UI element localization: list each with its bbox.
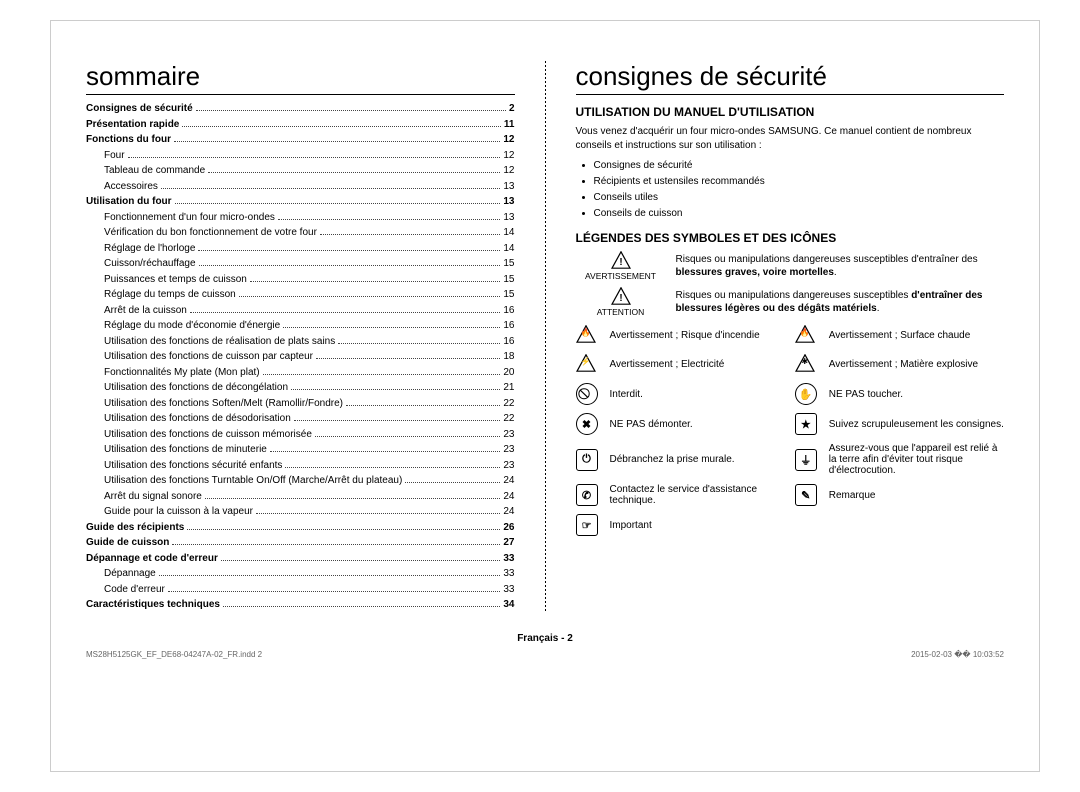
- warning-triangle-icon: !: [611, 251, 631, 269]
- toc-entry: Utilisation du four13: [86, 194, 515, 210]
- toc-entry: Utilisation des fonctions de cuisson par…: [86, 349, 515, 365]
- intro-bullet: Consignes de sécurité: [594, 159, 1005, 173]
- toc-entry: Utilisation des fonctions Turntable On/O…: [86, 473, 515, 489]
- toc-entry: Guide pour la cuisson à la vapeur24: [86, 504, 515, 520]
- warn2-c: .: [877, 303, 880, 314]
- legend-icon: ⏚: [795, 449, 817, 471]
- toc-entry: Caractéristiques techniques34: [86, 597, 515, 613]
- icon-description: Contactez le service d'assistance techni…: [610, 484, 785, 506]
- intro-text: Vous venez d'acquérir un four micro-onde…: [576, 125, 1005, 221]
- icon-description: Assurez-vous que l'appareil est relié à …: [829, 443, 1004, 476]
- intro-paragraph: Vous venez d'acquérir un four micro-onde…: [576, 126, 972, 151]
- toc-column: sommaire Consignes de sécurité2Présentat…: [86, 61, 515, 613]
- warning-attention: ! ATTENTION Risques ou manipulations dan…: [576, 287, 1005, 317]
- toc-entry: Tableau de commande12: [86, 163, 515, 179]
- toc-entry: Code d'erreur33: [86, 582, 515, 598]
- toc-entry: Utilisation des fonctions sécurité enfan…: [86, 458, 515, 474]
- legend-icon: ★: [795, 413, 817, 435]
- imprint: MS28H5125GK_EF_DE68-04247A-02_FR.indd 2 …: [86, 650, 1004, 659]
- icon-description: Remarque: [829, 490, 1004, 501]
- intro-bullet: Conseils utiles: [594, 191, 1005, 205]
- icon-description: Important: [610, 520, 785, 531]
- legend-icon: ✎: [795, 484, 817, 506]
- svg-text:!: !: [619, 293, 622, 304]
- imprint-date: 2015-02-03 �� 10:03:52: [911, 650, 1004, 659]
- warning-avertissement: ! AVERTISSEMENT Risques ou manipulations…: [576, 251, 1005, 281]
- warn1-a: Risques ou manipulations dangereuses sus…: [676, 254, 978, 265]
- toc-entry: Fonctionnalités My plate (Mon plat)20: [86, 365, 515, 381]
- toc-entry: Utilisation des fonctions de minuterie23: [86, 442, 515, 458]
- toc-entry: Puissances et temps de cuisson15: [86, 272, 515, 288]
- toc-list: Consignes de sécurité2Présentation rapid…: [86, 101, 515, 613]
- icon-description: Avertissement ; Electricité: [610, 359, 785, 370]
- legend-icon: ☞: [576, 514, 598, 536]
- icon-description: Avertissement ; Surface chaude: [829, 330, 1004, 341]
- toc-entry: Réglage de l'horloge14: [86, 241, 515, 257]
- legend-heading: LÉGENDES DES SYMBOLES ET DES ICÔNES: [576, 231, 1005, 245]
- toc-entry: Guide de cuisson27: [86, 535, 515, 551]
- manual-heading: UTILISATION DU MANUEL D'UTILISATION: [576, 105, 1005, 119]
- toc-entry: Vérification du bon fonctionnement de vo…: [86, 225, 515, 241]
- intro-bullet: Conseils de cuisson: [594, 207, 1005, 221]
- icon-legend-grid: 🔥 Avertissement ; Risque d'incendie 🔥 Avert…: [576, 325, 1005, 536]
- toc-entry: Utilisation des fonctions Soften/Melt (R…: [86, 396, 515, 412]
- icon-description: NE PAS toucher.: [829, 389, 1004, 400]
- toc-entry: Dépannage et code d'erreur33: [86, 551, 515, 567]
- toc-entry: Consignes de sécurité2: [86, 101, 515, 117]
- intro-bullets: Consignes de sécurité Récipients et usten…: [594, 159, 1005, 221]
- toc-entry: Réglage du mode d'économie d'énergie16: [86, 318, 515, 334]
- safety-column: consignes de sécurité UTILISATION DU MAN…: [576, 61, 1005, 613]
- caution-triangle-icon: !: [611, 287, 631, 305]
- imprint-file: MS28H5125GK_EF_DE68-04247A-02_FR.indd 2: [86, 650, 262, 659]
- legend-icon: 🔥: [576, 325, 600, 346]
- toc-entry: Utilisation des fonctions de désodorisat…: [86, 411, 515, 427]
- toc-entry: Accessoires13: [86, 179, 515, 195]
- legend-icon: ⚡: [576, 354, 600, 375]
- warn1-c: .: [834, 267, 837, 278]
- toc-entry: Présentation rapide11: [86, 117, 515, 133]
- toc-entry: Arrêt de la cuisson16: [86, 303, 515, 319]
- toc-entry: Four12: [86, 148, 515, 164]
- toc-entry: Fonctions du four12: [86, 132, 515, 148]
- warn2-a: Risques ou manipulations dangereuses sus…: [676, 290, 912, 301]
- intro-bullet: Récipients et ustensiles recommandés: [594, 175, 1005, 189]
- svg-text:!: !: [619, 257, 622, 268]
- toc-entry: Réglage du temps de cuisson15: [86, 287, 515, 303]
- icon-description: NE PAS démonter.: [610, 419, 785, 430]
- toc-entry: Dépannage33: [86, 566, 515, 582]
- icon-description: Suivez scrupuleusement les consignes.: [829, 419, 1004, 430]
- icon-description: Interdit.: [610, 389, 785, 400]
- legend-icon: ⏻: [576, 449, 598, 471]
- column-divider: [545, 61, 546, 613]
- toc-entry: Fonctionnement d'un four micro-ondes13: [86, 210, 515, 226]
- icon-description: Avertissement ; Matière explosive: [829, 359, 1004, 370]
- icon-description: Débranchez la prise murale.: [610, 454, 785, 465]
- legend-icon: ✖: [576, 413, 598, 435]
- caution-label: ATTENTION: [597, 307, 645, 317]
- legend-icon: ✋: [795, 383, 817, 405]
- toc-entry: Cuisson/réchauffage15: [86, 256, 515, 272]
- page-footer: Français - 2: [86, 633, 1004, 644]
- toc-entry: Utilisation des fonctions de réalisation…: [86, 334, 515, 350]
- toc-entry: Utilisation des fonctions de décongélati…: [86, 380, 515, 396]
- safety-title: consignes de sécurité: [576, 61, 1005, 95]
- legend-icon: 🔥: [795, 325, 819, 346]
- toc-entry: Utilisation des fonctions de cuisson mém…: [86, 427, 515, 443]
- legend-icon: ✆: [576, 484, 598, 506]
- toc-title: sommaire: [86, 61, 515, 95]
- warn1-b: blessures graves, voire mortelles: [676, 267, 834, 278]
- icon-description: Avertissement ; Risque d'incendie: [610, 330, 785, 341]
- toc-entry: Guide des récipients26: [86, 520, 515, 536]
- toc-entry: Arrêt du signal sonore24: [86, 489, 515, 505]
- warning-label: AVERTISSEMENT: [585, 271, 656, 281]
- legend-icon: ✱: [795, 354, 819, 375]
- legend-icon: ⃠: [576, 383, 598, 405]
